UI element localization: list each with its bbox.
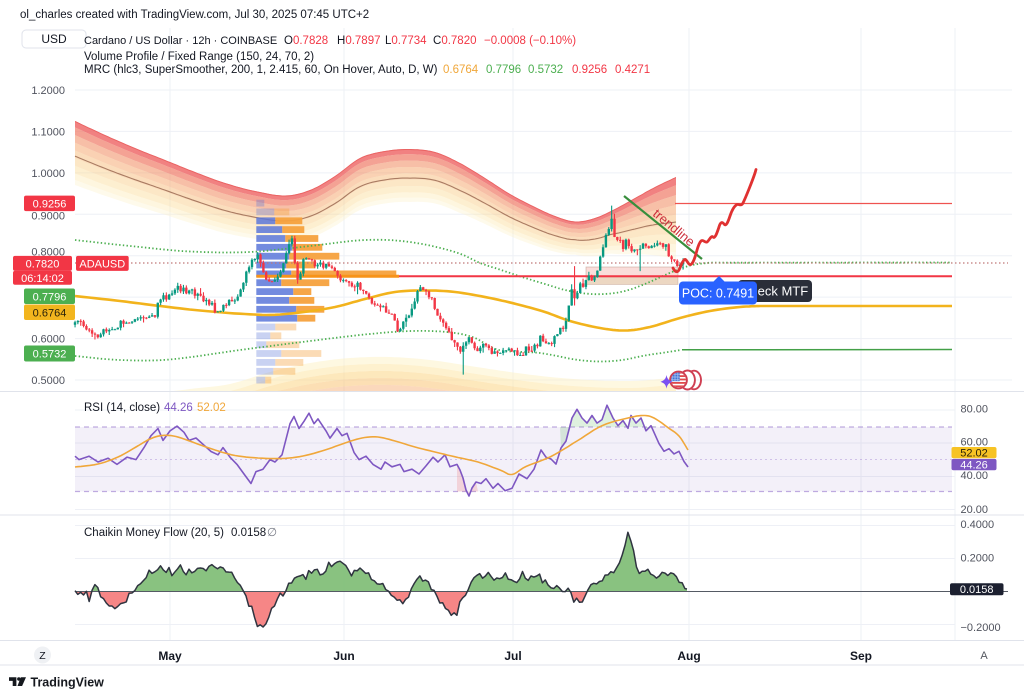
svg-text:ol_charles created with Tradin: ol_charles created with TradingView.com,… (20, 9, 369, 21)
svg-text:1.0000: 1.0000 (31, 168, 65, 180)
svg-text:Cardano / US Dollar · 12h · CO: Cardano / US Dollar · 12h · COINBASE (84, 35, 277, 47)
svg-text:0.9256: 0.9256 (33, 198, 67, 210)
svg-text:Check MTF: Check MTF (741, 284, 808, 299)
svg-text:Jul: Jul (504, 649, 521, 663)
svg-text:0.6764: 0.6764 (33, 307, 67, 319)
svg-text:A: A (980, 650, 988, 662)
svg-text:Volume Profile / Fixed Range (: Volume Profile / Fixed Range (150, 24, 7… (84, 51, 314, 63)
svg-text:60.00: 60.00 (961, 437, 989, 449)
svg-text:0.5732: 0.5732 (33, 349, 67, 361)
svg-text:May: May (158, 649, 182, 663)
svg-text:1.2000: 1.2000 (31, 85, 65, 97)
svg-text:06:14:02: 06:14:02 (21, 273, 64, 285)
svg-text:USD: USD (41, 32, 67, 46)
svg-text:Chaikin Money Flow (20, 5): Chaikin Money Flow (20, 5) (84, 527, 224, 539)
svg-text:Z: Z (39, 650, 46, 662)
svg-text:44.26: 44.26 (164, 402, 193, 414)
svg-text:Sep: Sep (850, 649, 872, 663)
svg-text:Jun: Jun (333, 649, 354, 663)
svg-text:1.1000: 1.1000 (31, 126, 65, 138)
svg-text:Aug: Aug (677, 649, 700, 663)
svg-text:0.6000: 0.6000 (31, 334, 65, 346)
svg-text:0.5000: 0.5000 (31, 375, 65, 387)
svg-text:0.0158: 0.0158 (231, 527, 266, 539)
svg-text:−0.2000: −0.2000 (961, 622, 1001, 634)
svg-text:52.02: 52.02 (197, 402, 226, 414)
svg-text:∅: ∅ (267, 527, 277, 539)
svg-text:0.9000: 0.9000 (31, 211, 65, 223)
svg-text:RSI (14, close): RSI (14, close) (84, 402, 160, 414)
svg-text:TradingView: TradingView (31, 675, 105, 689)
svg-text:0.7796: 0.7796 (33, 291, 67, 303)
svg-text:MRC (hlc3, SuperSmoother, 200,: MRC (hlc3, SuperSmoother, 200, 1, 2.415,… (84, 64, 438, 76)
svg-text:44.26: 44.26 (960, 459, 988, 471)
svg-text:0.8000: 0.8000 (31, 247, 65, 259)
svg-text:20.00: 20.00 (961, 504, 989, 516)
svg-text:POC: 0.7491: POC: 0.7491 (682, 287, 754, 301)
svg-text:80.00: 80.00 (961, 404, 989, 416)
svg-text:52.02: 52.02 (960, 447, 988, 459)
svg-text:0.2000: 0.2000 (961, 552, 995, 564)
svg-text:0.0158: 0.0158 (960, 584, 994, 596)
svg-text:0.7820: 0.7820 (26, 258, 60, 270)
svg-text:ADAUSD: ADAUSD (79, 258, 125, 270)
svg-text:40.00: 40.00 (961, 470, 989, 482)
svg-text:0.4000: 0.4000 (961, 519, 995, 531)
